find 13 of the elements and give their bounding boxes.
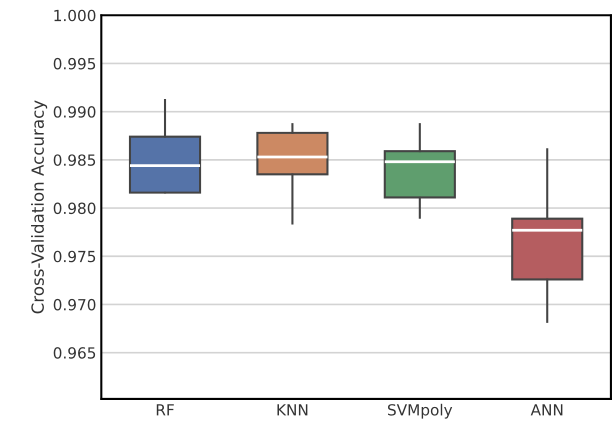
y-tick-label: 0.995: [54, 58, 96, 70]
x-tick-label: KNN: [277, 404, 308, 416]
y-tick-label: 1.000: [54, 10, 96, 22]
y-tick-label: 0.985: [54, 154, 96, 166]
x-tick-label: RF: [156, 404, 174, 416]
x-tick-label: ANN: [530, 404, 562, 416]
y-tick-label: 0.975: [54, 250, 96, 262]
x-tick-label: SVMpoly: [388, 404, 452, 419]
y-axis-title: Cross-Validation Accuracy: [31, 100, 48, 314]
y-tick-label: 0.980: [54, 202, 96, 214]
y-tick-label: 0.970: [54, 298, 96, 310]
y-tick-label: 0.990: [54, 106, 96, 118]
y-tick-label: 0.965: [54, 347, 96, 359]
